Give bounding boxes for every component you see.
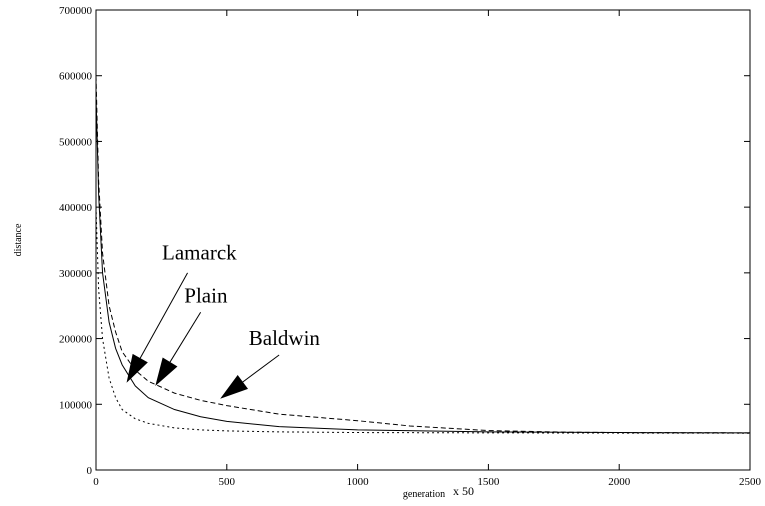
y-tick-label: 600000 [59,71,93,83]
series-line-baldwin [95,75,751,434]
x-tick-label: 2000 [608,476,631,488]
y-tick-label: 200000 [59,334,93,346]
x-tick-label: 500 [219,476,236,488]
x-tick-label: 0 [93,476,99,488]
x-axis-label: generation [403,489,445,500]
annotation-arrowhead-lamarck [126,353,148,383]
x-tick-label: 2500 [739,476,762,488]
y-tick-label: 0 [87,465,93,477]
y-tick-label: 500000 [59,136,93,148]
annotation-arrowhead-plain [155,357,178,387]
y-axis-label: distance [13,223,24,256]
annotation-label-baldwin: Baldwin [249,326,321,350]
series-line-plain [95,95,751,434]
x-tick-label: 1000 [347,476,370,488]
x-tick-label: 1500 [477,476,500,488]
x-axis-multiplier-label: x 50 [453,484,474,498]
annotation-label-plain: Plain [184,283,228,307]
plot-frame [95,9,751,471]
series-line-lamarck [95,207,751,434]
y-tick-label: 100000 [59,399,93,411]
y-tick-label: 700000 [59,5,93,17]
annotation-label-lamarck: Lamarck [162,241,237,265]
y-tick-label: 400000 [59,202,93,214]
annotation-arrow-line-plain [169,312,202,363]
annotation-arrow-line-lamarck [139,272,188,359]
annotation-arrow-line-baldwin [242,354,280,383]
y-tick-label: 300000 [59,268,93,280]
annotation-arrowhead-baldwin [220,374,249,399]
